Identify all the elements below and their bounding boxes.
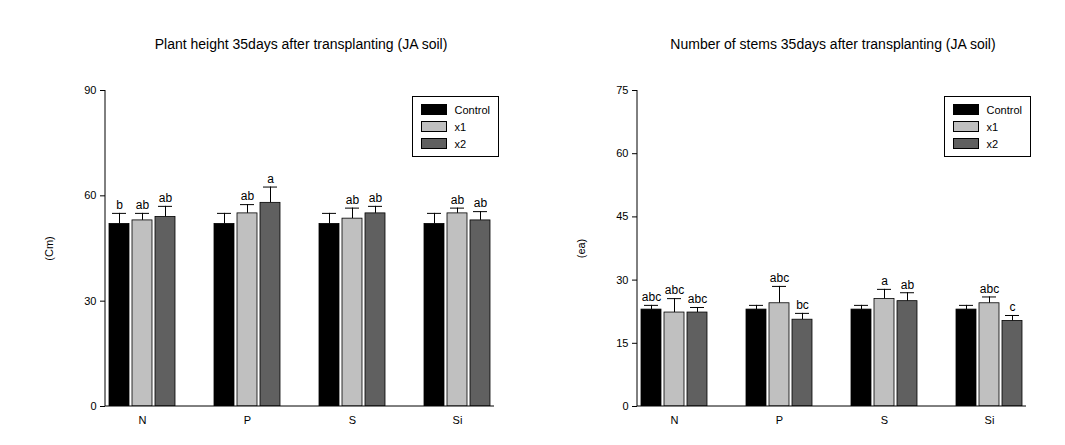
svg-text:abc: abc [665,283,684,297]
svg-text:abc: abc [770,271,789,285]
html-text:x2: x2 [454,137,467,150]
svg-text:ab: ab [474,196,488,210]
svg-text:P: P [244,414,251,426]
svg-text:S: S [349,414,356,426]
svg-text:0: 0 [90,400,96,412]
svg-text:60: 60 [84,189,96,201]
html-text:x2: x2 [986,137,999,150]
svg-text:45: 45 [616,210,628,222]
svg-text:ab: ab [901,278,915,292]
svg-text:ab: ab [346,193,360,207]
svg-text:ab: ab [241,189,255,203]
html-text:x1: x1 [454,120,467,133]
svg-text:60: 60 [616,147,628,159]
svg-text:abc: abc [642,290,661,304]
html-text:Number of stems 35days after t: Number of stems 35days after transplanti… [670,36,996,52]
svg-text:abc: abc [688,292,707,306]
svg-text:b: b [116,198,123,212]
svg-text:Si: Si [985,414,995,426]
svg-text:P: P [776,414,783,426]
svg-text:abc: abc [980,282,999,296]
svg-text:(Cm): (Cm) [43,236,55,260]
html-text:Plant height 35days after tran: Plant height 35days after transplanting … [154,36,448,52]
svg-text:a: a [881,274,888,288]
svg-text:S: S [881,414,888,426]
svg-text:30: 30 [84,295,96,307]
svg-text:0: 0 [622,400,628,412]
svg-text:bc: bc [796,298,809,312]
svg-text:ab: ab [369,191,383,205]
svg-text:N: N [671,414,679,426]
svg-text:ab: ab [451,193,465,207]
svg-text:(ea): (ea) [575,239,587,259]
svg-text:ab: ab [136,198,150,212]
svg-text:90: 90 [84,84,96,96]
svg-text:N: N [139,414,147,426]
svg-text:75: 75 [616,84,628,96]
html-text:Control: Control [454,103,490,116]
html-text:x1: x1 [986,120,999,133]
svg-text:ab: ab [159,191,173,205]
svg-text:30: 30 [616,274,628,286]
svg-text:15: 15 [616,337,628,349]
html-text:Control: Control [986,103,1022,116]
svg-text:a: a [267,172,274,186]
svg-text:Si: Si [453,414,463,426]
svg-text:c: c [1010,300,1016,314]
